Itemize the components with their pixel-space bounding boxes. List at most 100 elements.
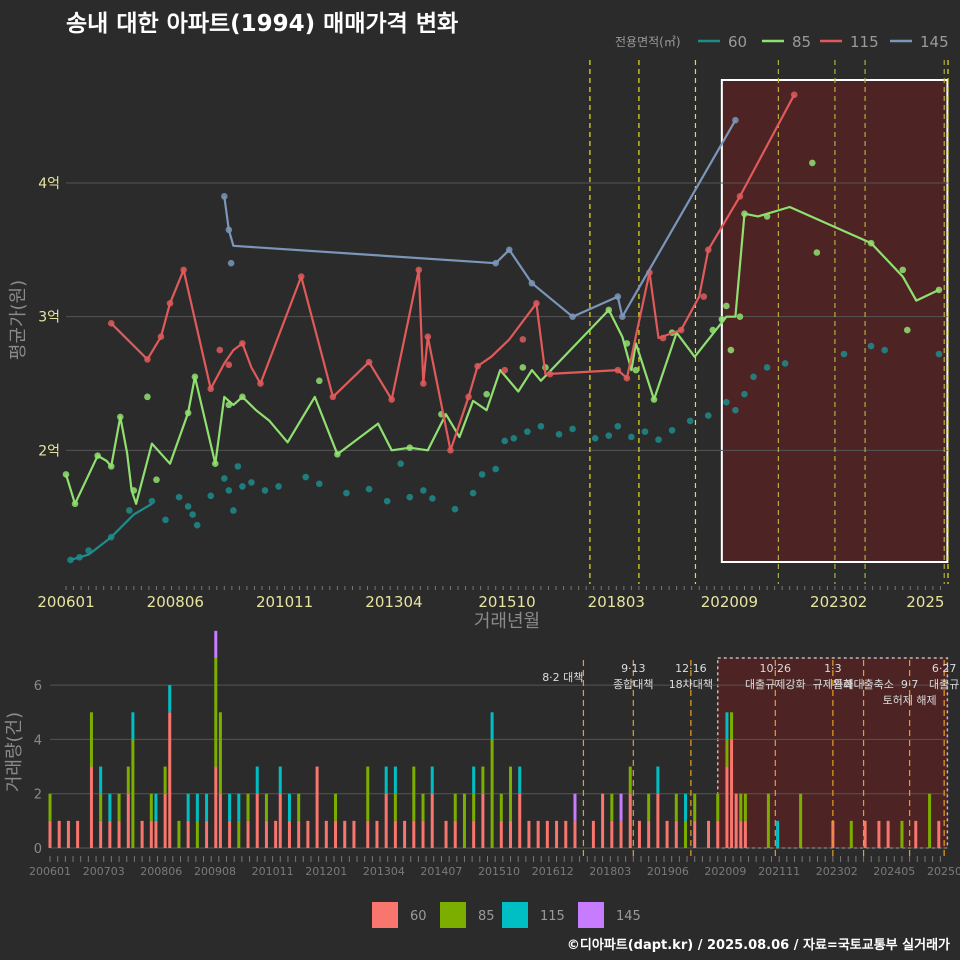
data-point-60 <box>641 428 649 435</box>
volume-bar-85 <box>334 793 338 821</box>
volume-bar-60 <box>637 820 641 848</box>
x-tick-label: 202009 <box>701 593 758 611</box>
volume-bar-115 <box>131 712 135 740</box>
annotation-text: 특례대출축소 <box>833 678 894 691</box>
data-point-115 <box>415 266 423 274</box>
series-line-85 <box>64 205 940 505</box>
data-point-85 <box>736 313 744 320</box>
data-point-115 <box>239 340 246 347</box>
data-point-145 <box>225 226 233 234</box>
data-point-60 <box>184 503 192 510</box>
data-point-115 <box>623 374 631 382</box>
policy-annotation: 1·3 규제완화 <box>813 662 853 691</box>
data-point-60 <box>302 473 310 481</box>
volume-bar-60 <box>126 793 130 848</box>
y-tick-label: 2억 <box>38 443 60 459</box>
annotation-text: 규제완화 <box>813 678 853 691</box>
volume-bar-85 <box>849 820 853 848</box>
data-point-115 <box>519 336 527 343</box>
data-point-85 <box>107 463 115 470</box>
data-point-115 <box>225 361 233 369</box>
volume-bar-85 <box>214 658 218 767</box>
data-point-60 <box>315 480 323 488</box>
data-point-145 <box>492 259 499 267</box>
data-point-145 <box>505 246 513 254</box>
volume-bar-60 <box>656 793 660 848</box>
volume-bar-115 <box>108 793 112 821</box>
volume-bar-60 <box>545 820 549 848</box>
data-point-85 <box>741 210 748 218</box>
legend-label-volume-115: 115 <box>540 909 565 924</box>
annotation-text: 대출규 <box>929 678 959 691</box>
volume-bar-60 <box>536 820 540 848</box>
data-point-85 <box>899 266 907 274</box>
data-point-85 <box>813 249 821 256</box>
volume-bar-85 <box>126 766 130 794</box>
volume-bar-85 <box>264 793 268 821</box>
volume-bar-60 <box>375 820 379 848</box>
x-tick-label-volume: 200908 <box>194 865 236 878</box>
data-point-85 <box>191 373 199 381</box>
volume-bar-60 <box>117 820 121 848</box>
policy-annotation: 10·26 대출규제강화 <box>745 662 806 691</box>
volume-bar-85 <box>799 793 803 848</box>
x-tick-label-volume: 200601 <box>29 865 71 878</box>
volume-bar-85 <box>674 793 678 821</box>
volume-bar-85 <box>218 712 222 794</box>
y-axis-label-volume: 거래량(건) <box>4 712 25 792</box>
data-point-85 <box>903 326 911 334</box>
data-point-60 <box>569 425 576 433</box>
volume-bar-145 <box>619 793 623 821</box>
volume-bar-60 <box>444 820 448 848</box>
data-point-115 <box>216 346 224 354</box>
data-point-115 <box>329 393 337 401</box>
volume-bar-60 <box>264 820 268 848</box>
data-point-85 <box>650 396 658 403</box>
policy-annotation: 12·16 18차대책 <box>669 662 713 691</box>
x-tick-label-volume: 201906 <box>647 865 689 878</box>
data-point-115 <box>790 91 798 99</box>
volume-bar-85 <box>900 820 904 848</box>
data-point-85 <box>623 340 631 347</box>
volume-bar-60 <box>481 793 485 848</box>
volume-bar-60 <box>246 820 250 848</box>
x-tick-label-volume: 201304 <box>363 865 405 878</box>
data-point-60 <box>406 493 414 501</box>
data-point-115 <box>388 396 395 403</box>
volume-bar-60 <box>306 820 310 848</box>
x-axis-label: 거래년월 <box>474 611 540 632</box>
data-point-85 <box>727 346 735 354</box>
x-tick-label: 201304 <box>365 593 422 611</box>
volume-bar-60 <box>334 820 338 848</box>
data-point-85 <box>315 377 323 385</box>
series-line-145 <box>223 119 737 318</box>
volume-bar-60 <box>48 820 52 848</box>
data-point-60 <box>605 432 613 439</box>
data-point-60 <box>686 417 694 425</box>
data-point-85 <box>718 316 726 323</box>
data-point-60 <box>429 495 436 502</box>
annotation-text: 10·26 <box>760 662 792 675</box>
x-tick-label: 202302 <box>810 593 867 611</box>
volume-bar-85 <box>684 820 688 848</box>
data-point-60 <box>451 505 459 513</box>
volume-bar-85 <box>131 739 135 848</box>
volume-bar-85 <box>246 793 250 821</box>
volume-bar-60 <box>628 793 632 848</box>
volume-bar-85 <box>472 793 476 821</box>
volume-bar-60 <box>154 820 158 848</box>
data-point-85 <box>763 213 771 220</box>
volume-bar-60 <box>403 820 407 848</box>
data-point-60 <box>126 507 133 514</box>
volume-bar-85 <box>237 820 241 848</box>
volume-bar-115 <box>393 766 397 794</box>
chart-title: 송내 대한 아파트(1994) 매매가격 변화 <box>66 11 459 37</box>
volume-bar-85 <box>99 793 103 821</box>
x-tick-label: 201510 <box>478 593 535 611</box>
data-point-60 <box>881 346 888 354</box>
policy-annotation: 6·27 대출규 <box>929 662 959 691</box>
volume-bar-60 <box>693 820 697 848</box>
data-point-145 <box>732 116 739 124</box>
